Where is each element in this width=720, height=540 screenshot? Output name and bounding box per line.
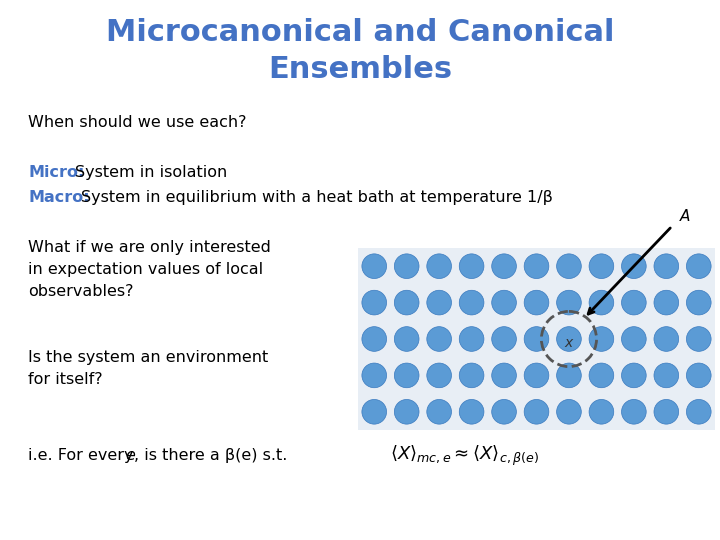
Circle shape <box>459 254 484 279</box>
Circle shape <box>654 254 679 279</box>
Circle shape <box>459 400 484 424</box>
Text: When should we use each?: When should we use each? <box>28 115 246 130</box>
Circle shape <box>492 291 516 315</box>
Circle shape <box>524 363 549 388</box>
Text: System in isolation: System in isolation <box>75 165 228 180</box>
Circle shape <box>524 327 549 352</box>
Circle shape <box>395 291 419 315</box>
Circle shape <box>395 400 419 424</box>
Text: , is there a β(e) s.t.: , is there a β(e) s.t. <box>134 448 287 463</box>
Text: A: A <box>680 209 690 224</box>
Circle shape <box>589 363 613 388</box>
FancyBboxPatch shape <box>358 248 715 430</box>
Circle shape <box>621 291 646 315</box>
Circle shape <box>492 327 516 352</box>
Circle shape <box>524 291 549 315</box>
Circle shape <box>524 400 549 424</box>
Circle shape <box>557 400 581 424</box>
Circle shape <box>492 400 516 424</box>
Circle shape <box>654 327 679 352</box>
Circle shape <box>427 254 451 279</box>
Circle shape <box>459 291 484 315</box>
Text: System in equilibrium with a heat bath at temperature 1/β: System in equilibrium with a heat bath a… <box>81 190 553 205</box>
Text: x: x <box>564 336 573 350</box>
Circle shape <box>686 363 711 388</box>
Circle shape <box>427 363 451 388</box>
Circle shape <box>459 327 484 352</box>
Circle shape <box>492 254 516 279</box>
Circle shape <box>686 327 711 352</box>
Circle shape <box>686 400 711 424</box>
Text: Is the system an environment
for itself?: Is the system an environment for itself? <box>28 350 269 387</box>
Text: Microcanonical and Canonical: Microcanonical and Canonical <box>106 18 614 47</box>
Text: i.e. For every: i.e. For every <box>28 448 139 463</box>
Circle shape <box>589 327 613 352</box>
Circle shape <box>654 363 679 388</box>
Circle shape <box>395 327 419 352</box>
Circle shape <box>395 363 419 388</box>
Text: Macro:: Macro: <box>28 190 89 205</box>
Circle shape <box>427 400 451 424</box>
Circle shape <box>654 400 679 424</box>
Circle shape <box>395 254 419 279</box>
Text: Micro:: Micro: <box>28 165 84 180</box>
Circle shape <box>589 291 613 315</box>
Circle shape <box>557 363 581 388</box>
Circle shape <box>362 400 387 424</box>
Text: e: e <box>125 448 135 463</box>
Circle shape <box>621 363 646 388</box>
Circle shape <box>362 254 387 279</box>
Circle shape <box>621 327 646 352</box>
Circle shape <box>362 363 387 388</box>
Circle shape <box>427 291 451 315</box>
Text: What if we are only interested
in expectation values of local
observables?: What if we are only interested in expect… <box>28 240 271 299</box>
Circle shape <box>654 291 679 315</box>
Circle shape <box>557 254 581 279</box>
Circle shape <box>459 363 484 388</box>
Text: Ensembles: Ensembles <box>268 55 452 84</box>
Circle shape <box>621 254 646 279</box>
Circle shape <box>492 363 516 388</box>
Circle shape <box>362 291 387 315</box>
Circle shape <box>589 400 613 424</box>
Circle shape <box>362 327 387 352</box>
Circle shape <box>686 291 711 315</box>
Circle shape <box>524 254 549 279</box>
Circle shape <box>427 327 451 352</box>
Circle shape <box>621 400 646 424</box>
Circle shape <box>557 291 581 315</box>
Circle shape <box>557 327 581 352</box>
Circle shape <box>589 254 613 279</box>
Circle shape <box>686 254 711 279</box>
Text: $\langle X \rangle_{mc,e} \approx \langle X \rangle_{c,\beta(e)}$: $\langle X \rangle_{mc,e} \approx \langl… <box>390 444 539 468</box>
